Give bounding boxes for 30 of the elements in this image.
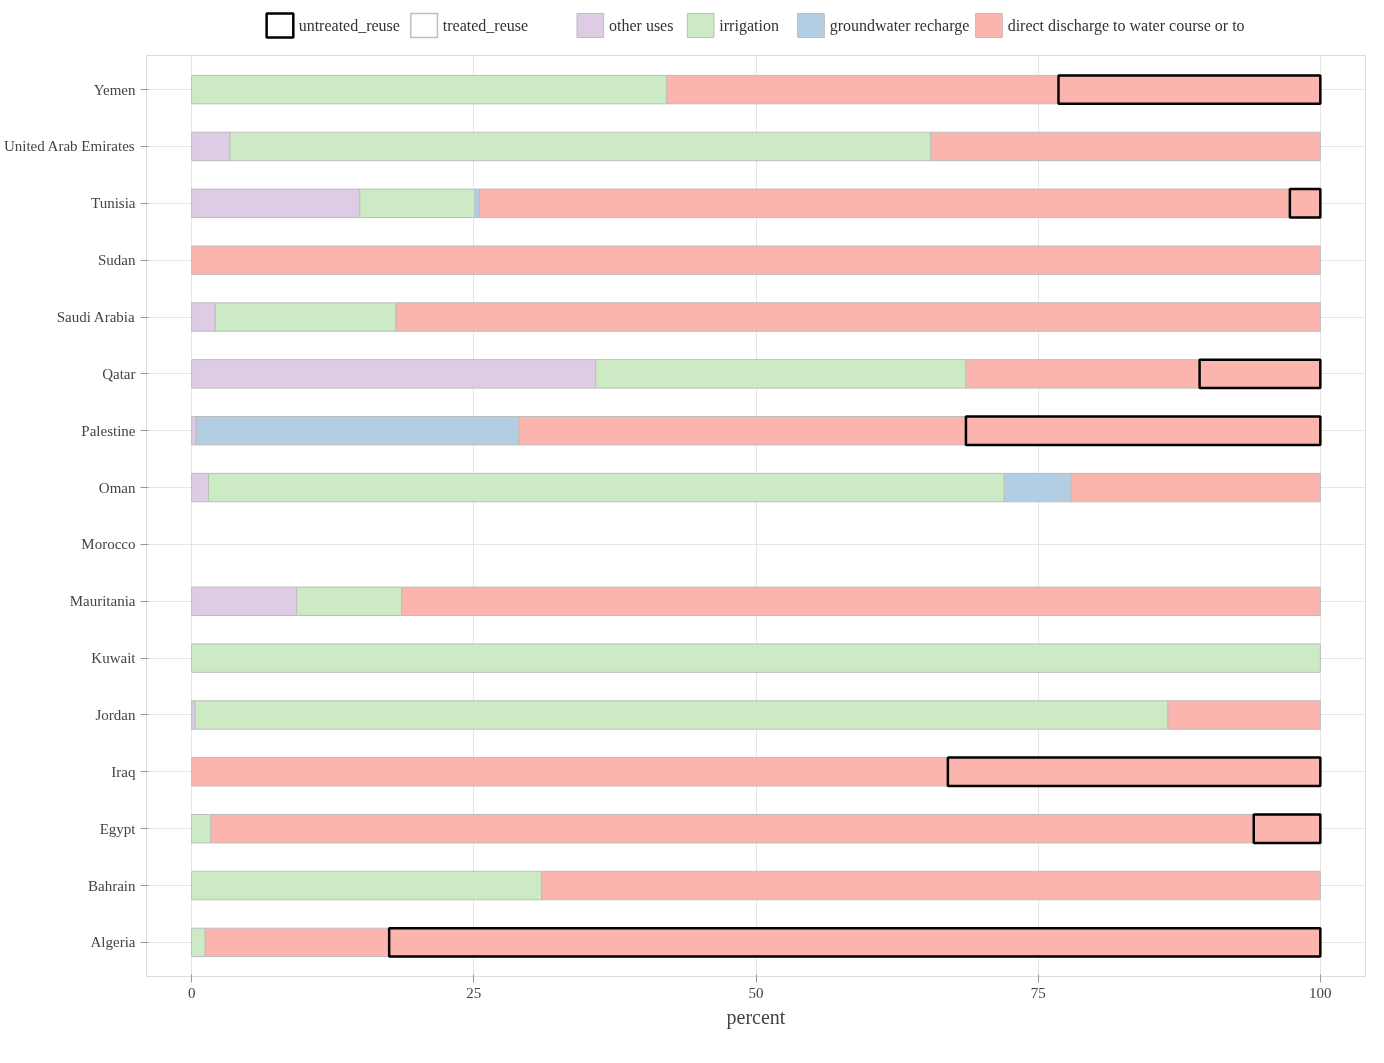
y-tick-label: Oman xyxy=(98,479,136,496)
legend-label: groundwater recharge xyxy=(829,17,970,35)
y-tick-label: Sudan xyxy=(98,252,136,269)
y-tick-label: Qatar xyxy=(102,365,136,382)
legend-label: irrigation xyxy=(719,17,779,35)
legend-label: treated_reuse xyxy=(442,17,529,34)
x-tick-label: 25 xyxy=(466,984,482,1001)
x-tick-label: 75 xyxy=(1030,984,1046,1001)
x-axis-title: percent xyxy=(726,1005,786,1029)
y-tick-label: United Arab Emirates xyxy=(3,138,135,155)
legend-label: untreated_reuse xyxy=(298,17,400,34)
bar xyxy=(191,643,1321,673)
x-tick-label: 100 xyxy=(1309,984,1332,1001)
y-tick-label: Mauritania xyxy=(69,593,136,610)
y-tick-label: Iraq xyxy=(111,763,136,780)
y-tick-label: Bahrain xyxy=(88,877,136,894)
y-tick-label: Algeria xyxy=(90,934,136,951)
y-tick-label: Morocco xyxy=(81,536,136,553)
x-tick-label: 50 xyxy=(748,984,764,1001)
y-tick-label: Saudi Arabia xyxy=(56,309,136,326)
x-tick-label: 0 xyxy=(187,984,196,1001)
y-tick-label: Kuwait xyxy=(91,650,137,667)
legend-label: direct discharge to water course or to xyxy=(1007,17,1245,35)
bar xyxy=(191,245,1321,275)
y-tick-label: Jordan xyxy=(95,706,136,723)
legend-label: other uses xyxy=(609,17,674,34)
y-tick-label: Yemen xyxy=(93,81,136,98)
y-tick-label: Tunisia xyxy=(91,195,136,212)
y-tick-label: Egypt xyxy=(99,820,137,837)
y-tick-label: Palestine xyxy=(81,422,136,439)
